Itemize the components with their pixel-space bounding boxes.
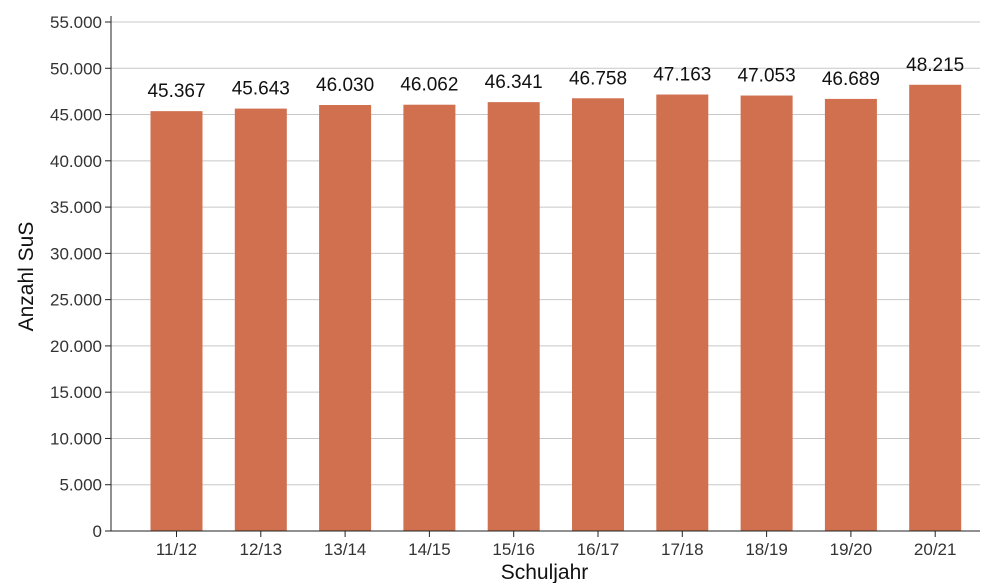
- data-label: 46.689: [822, 69, 880, 90]
- y-tick-label: 5.000: [59, 476, 102, 495]
- x-axis-ticks: 11/12 12/13 13/14 14/15 15/16 16/17 17/18 18/19…: [156, 531, 957, 559]
- bar: [656, 94, 709, 532]
- bar: [487, 102, 540, 532]
- x-tick-label: 12/13: [240, 540, 283, 559]
- bar: [403, 104, 456, 531]
- y-tick-label: 30.000: [50, 244, 102, 263]
- y-tick-label: 25.000: [50, 291, 102, 310]
- data-label: 46.030: [316, 75, 374, 96]
- bar: [234, 108, 287, 531]
- bar: [150, 111, 203, 531]
- x-tick-label: 20/21: [914, 540, 957, 559]
- data-label: 47.053: [738, 66, 796, 87]
- bar: [909, 84, 962, 532]
- x-tick-label: 11/12: [156, 540, 197, 559]
- data-label: 46.758: [569, 68, 627, 89]
- bars: [150, 84, 962, 532]
- data-label: 45.367: [147, 81, 205, 102]
- x-axis-title: Schuljahr: [501, 561, 589, 583]
- bar: [572, 98, 624, 531]
- y-tick-label: 35.000: [50, 198, 102, 217]
- y-tick-label: 10.000: [50, 429, 102, 448]
- y-tick-label: 15.000: [50, 383, 102, 402]
- bar: [740, 95, 793, 532]
- x-tick-label: 18/19: [745, 540, 788, 559]
- x-tick-label: 19/20: [830, 540, 873, 559]
- bar: [319, 105, 372, 531]
- data-label: 45.643: [232, 79, 290, 100]
- bar: [824, 98, 877, 532]
- y-tick-label: 0: [93, 522, 102, 541]
- x-tick-label: 16/17: [577, 540, 620, 559]
- y-axis-title: Anzahl SuS: [15, 222, 38, 332]
- y-tick-label: 55.000: [50, 13, 102, 32]
- x-tick-label: 14/15: [408, 540, 451, 559]
- x-tick-label: 15/16: [492, 540, 535, 559]
- y-tick-label: 20.000: [50, 337, 102, 356]
- data-label: 46.341: [485, 72, 543, 93]
- x-tick-label: 13/14: [324, 540, 367, 559]
- x-tick-label: 17/18: [661, 540, 704, 559]
- data-label: 46.062: [400, 75, 458, 96]
- y-tick-label: 40.000: [50, 152, 102, 171]
- y-tick-label: 50.000: [50, 59, 102, 78]
- y-tick-label: 45.000: [50, 106, 102, 125]
- data-label: 48.215: [906, 55, 964, 76]
- y-axis-ticks: 0 5.000 10.000 15.000 20.000 25.000 30.000 35.0…: [50, 13, 111, 541]
- data-label: 47.163: [653, 65, 711, 86]
- data-labels: 45.367 45.643 46.030 46.062 46.341 46.758 47.1…: [147, 55, 964, 102]
